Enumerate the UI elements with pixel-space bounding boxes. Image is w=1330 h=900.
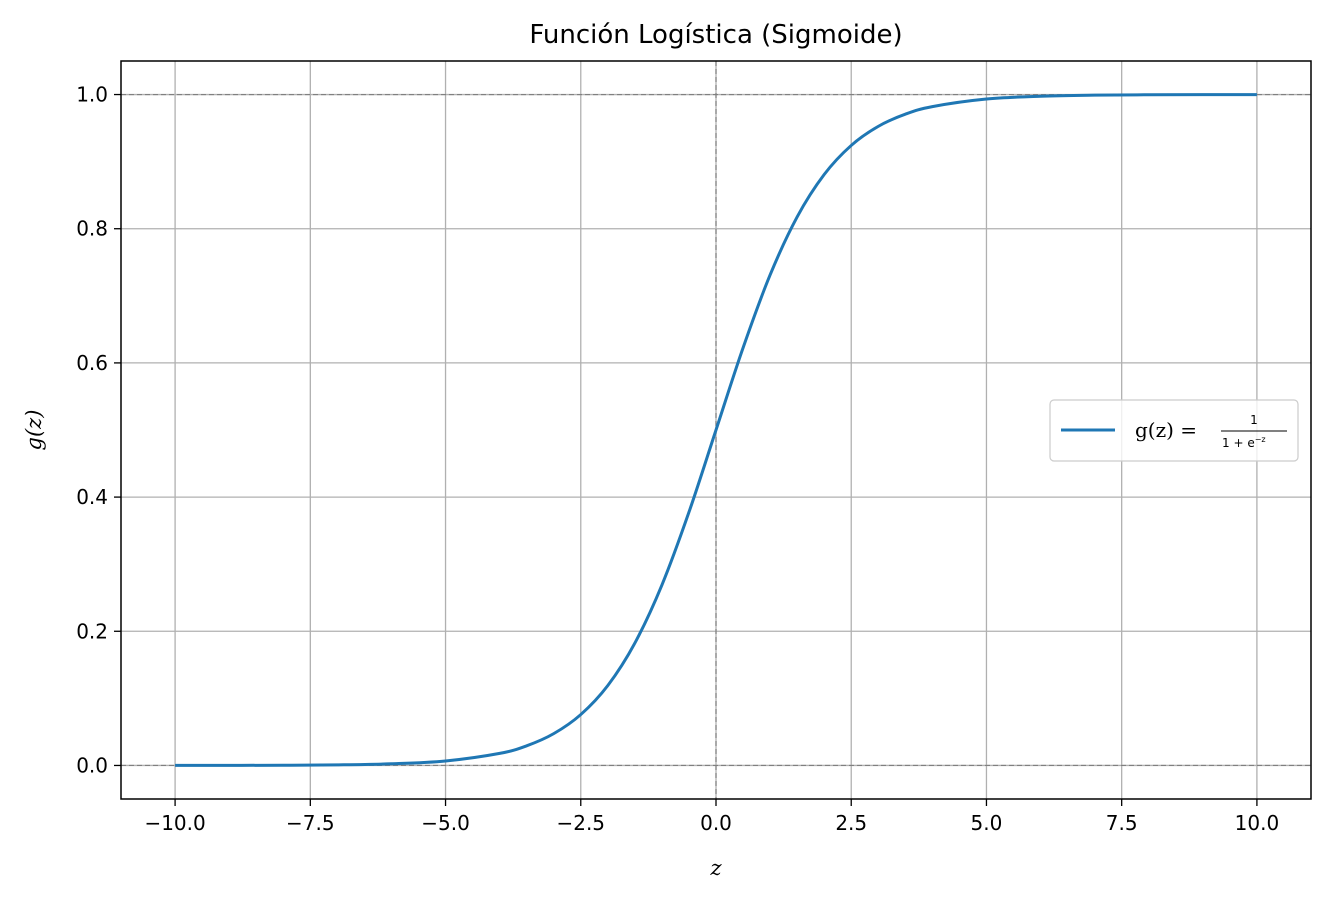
legend-label-numerator: 1 [1250,413,1258,427]
legend-denominator-base: 1 + e [1222,436,1255,450]
y-tick-label: 0.2 [76,619,108,643]
x-tick-label: 0.0 [700,811,732,835]
x-tick-label: −2.5 [556,811,605,835]
x-tick-label: 5.0 [971,811,1003,835]
x-axis-label: z [709,856,722,880]
chart-title: Función Logística (Sigmoide) [529,20,902,50]
legend-denominator-exponent: −z [1255,435,1266,444]
x-tick-label: −5.0 [421,811,470,835]
x-tick-label: 7.5 [1106,811,1138,835]
x-ticks: −10.0 −7.5 −5.0 −2.5 0.0 2.5 5.0 7.5 10.0 [144,799,1279,835]
y-tick-label: 1.0 [76,83,108,107]
legend-label-denominator: 1 + e−z [1222,435,1266,450]
y-tick-label: 0.4 [76,485,108,509]
y-tick-label: 0.0 [76,753,108,777]
legend: g(z) = 1 1 + e−z [1049,399,1299,462]
legend-box [1049,399,1299,462]
sigmoid-curve [175,93,1257,767]
legend-label-lhs: g(z) = [1135,418,1197,442]
y-ticks: 0.0 0.2 0.4 0.6 0.8 1.0 [76,83,121,777]
x-tick-label: −10.0 [144,811,205,835]
y-tick-label: 0.6 [76,351,108,375]
y-tick-label: 0.8 [76,217,108,241]
series-layer [175,93,1257,767]
x-tick-label: 10.0 [1235,811,1280,835]
y-axis-label: g(z) [22,410,46,451]
x-tick-label: −7.5 [286,811,335,835]
x-tick-label: 2.5 [835,811,867,835]
